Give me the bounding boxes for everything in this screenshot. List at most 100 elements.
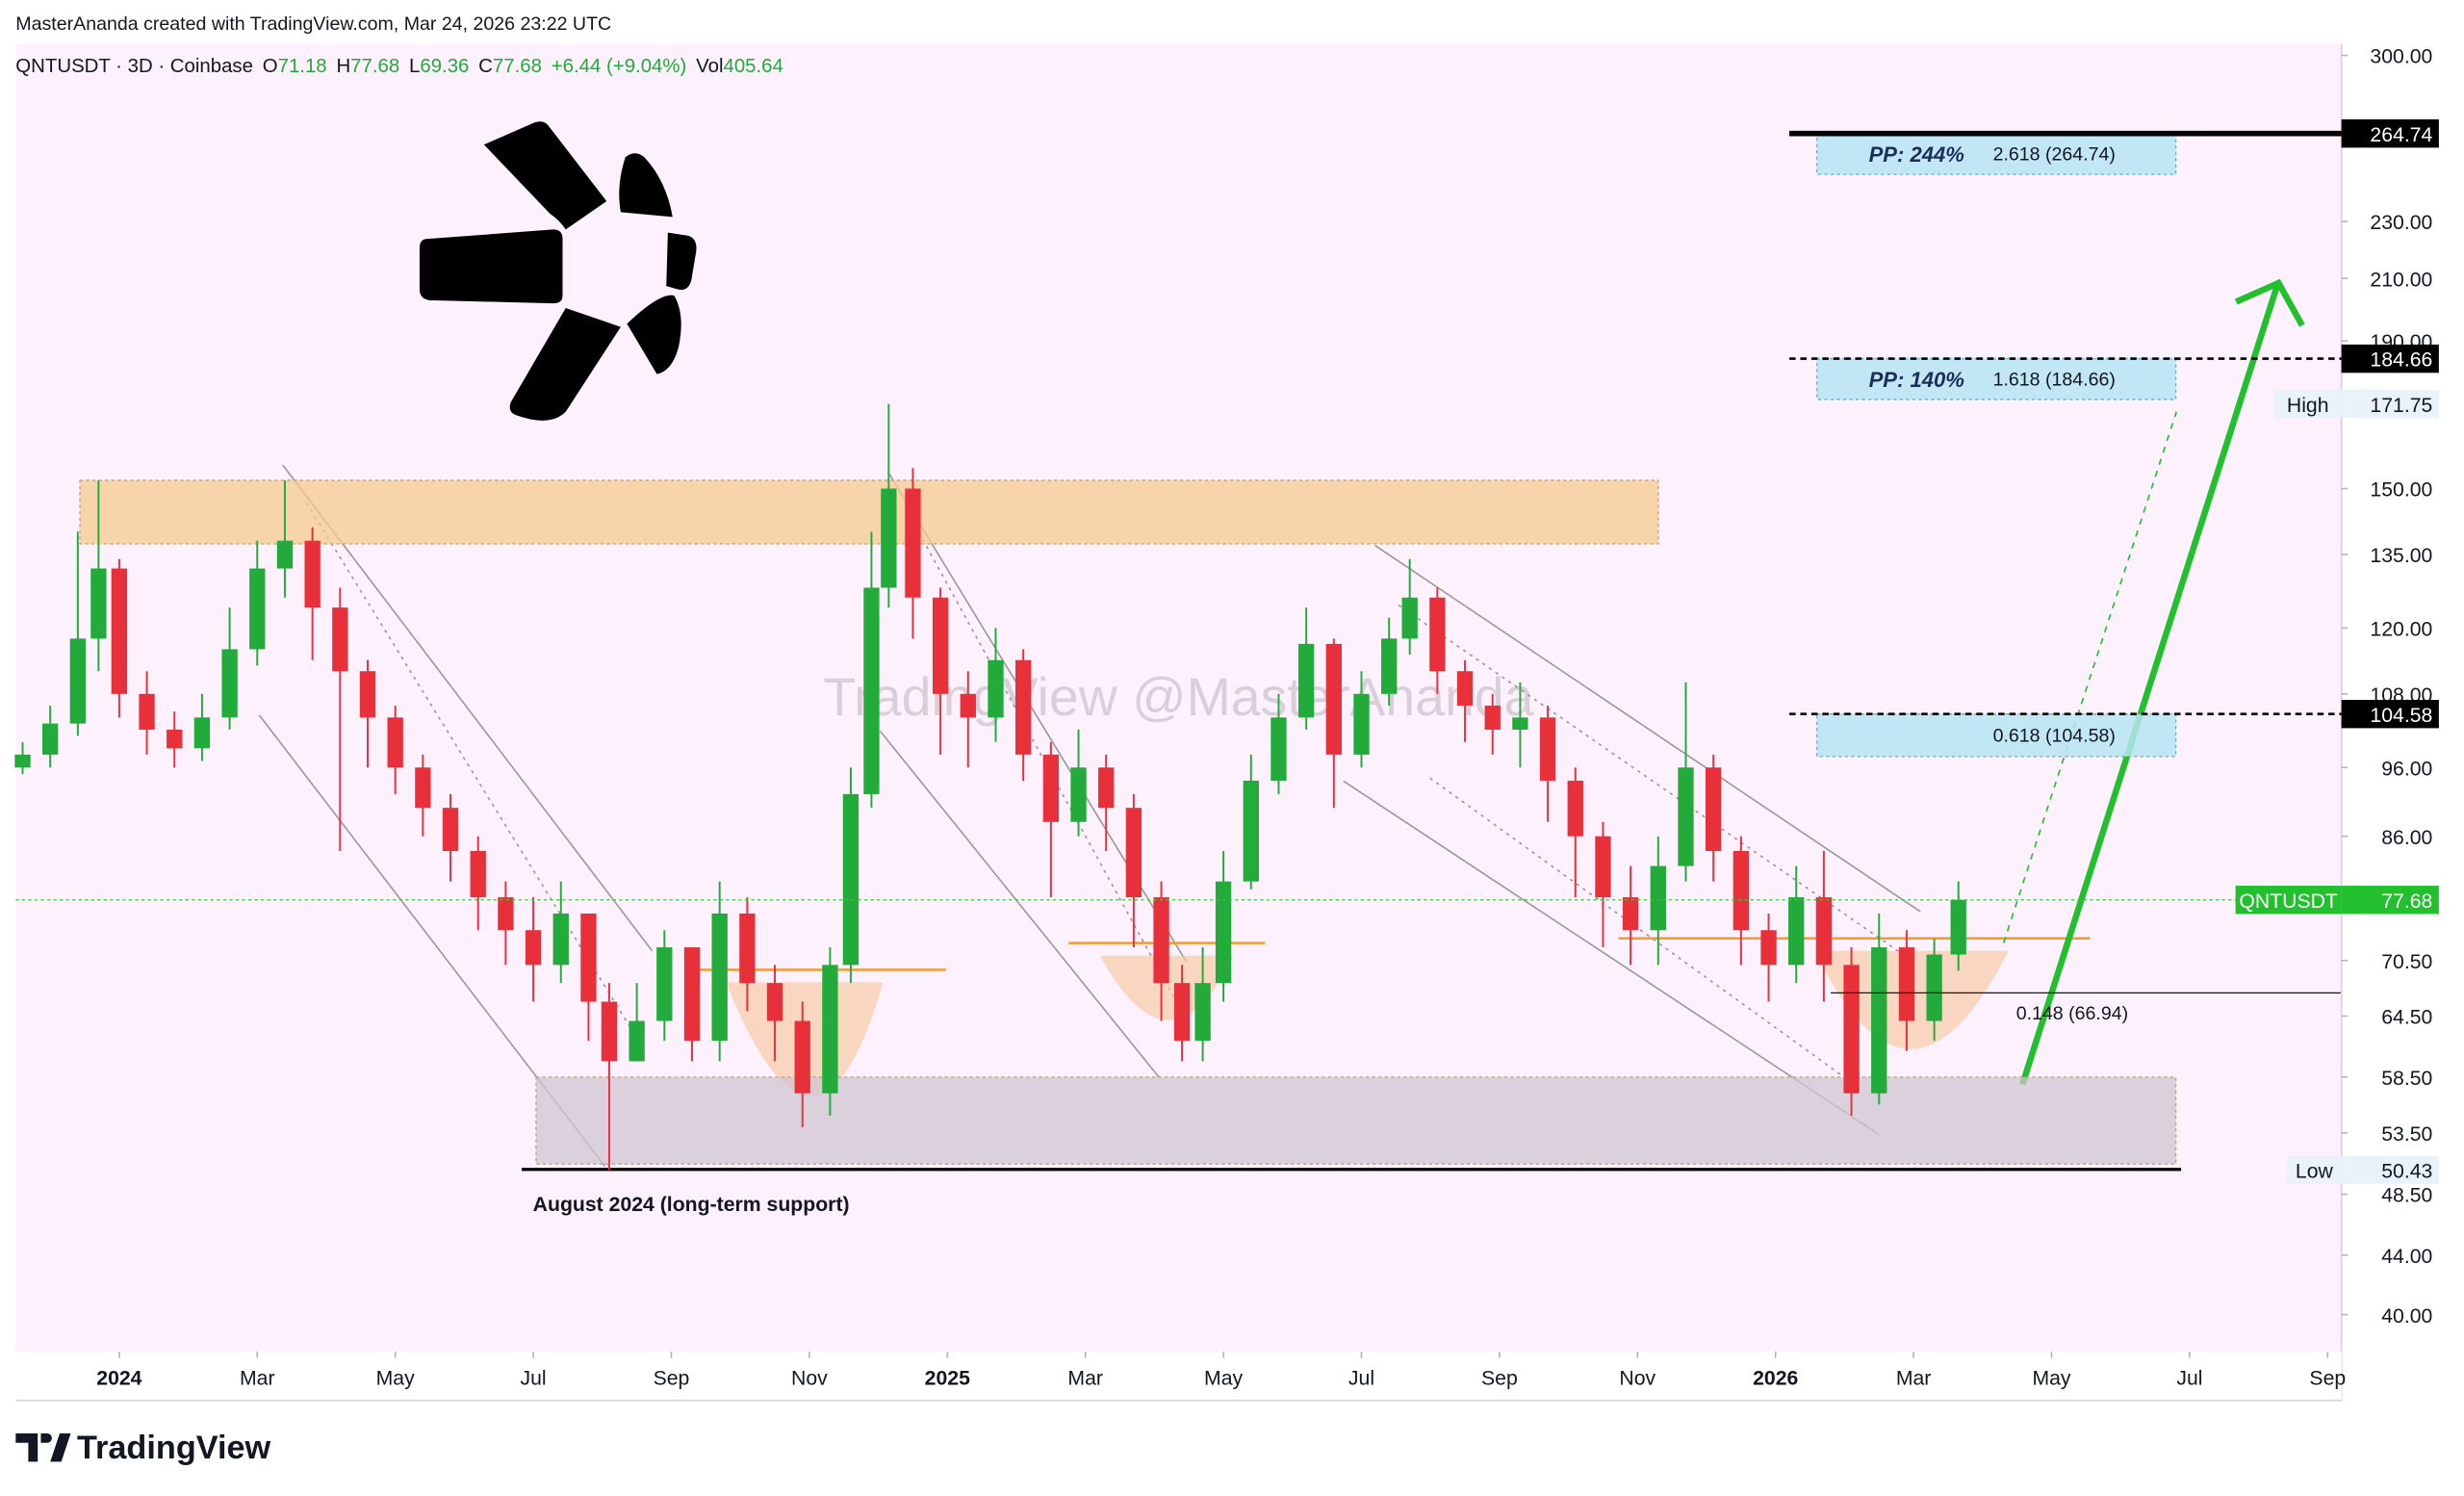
y-tick-label: 96.00 bbox=[2381, 758, 2432, 780]
y-tick-label: 53.50 bbox=[2381, 1123, 2432, 1146]
x-tick-label: Sep bbox=[1481, 1367, 1518, 1389]
price-tag: High bbox=[2287, 395, 2329, 417]
x-tick-label: 2025 bbox=[925, 1367, 970, 1389]
candle-body bbox=[359, 671, 376, 718]
candle-body bbox=[1484, 705, 1501, 730]
ohlc-value: 69.36 bbox=[420, 56, 469, 77]
candle-body bbox=[1650, 865, 1666, 931]
price-tag-box bbox=[2287, 1155, 2342, 1184]
y-tick-label: 135.00 bbox=[2370, 545, 2432, 567]
x-tick-label: Mar bbox=[240, 1367, 275, 1389]
candle-body bbox=[905, 488, 921, 598]
y-tick-label: 86.00 bbox=[2381, 827, 2432, 849]
candle-body bbox=[332, 607, 348, 672]
fib-line-label: 0.148 (66.94) bbox=[2016, 1003, 2128, 1024]
y-tick-label: 120.00 bbox=[2370, 619, 2432, 641]
x-tick-label: Sep bbox=[2309, 1367, 2346, 1389]
candle-body bbox=[1456, 671, 1474, 706]
watermark: TradingView @MasterAnanda bbox=[823, 667, 1533, 727]
candle-body bbox=[1014, 659, 1032, 755]
price-label-box bbox=[2341, 344, 2439, 374]
candle-body bbox=[822, 965, 838, 1094]
candle-body bbox=[304, 540, 321, 608]
candle-body bbox=[656, 947, 673, 1021]
marks bbox=[14, 133, 2177, 1171]
candle-body bbox=[711, 913, 728, 1042]
price-tag-box bbox=[2235, 886, 2342, 915]
brand: TradingView bbox=[15, 1430, 271, 1466]
price-label: 264.74 bbox=[2370, 124, 2432, 146]
brand-name: TradingView bbox=[77, 1430, 271, 1466]
axes: 300.00230.00210.00190.00150.00135.00120.… bbox=[15, 46, 2439, 1389]
candle-body bbox=[1429, 597, 1446, 672]
candle-body bbox=[1843, 965, 1860, 1094]
ohlc-value: 71.18 bbox=[278, 56, 327, 77]
candle-body bbox=[1381, 638, 1398, 694]
candle-body bbox=[881, 488, 897, 588]
candle-body bbox=[842, 793, 860, 966]
candle-body bbox=[111, 568, 128, 694]
volume-key: Vol bbox=[696, 56, 723, 77]
candle-body bbox=[1926, 954, 1942, 1021]
x-tick-label: May bbox=[376, 1367, 415, 1389]
candle-body bbox=[387, 717, 403, 768]
candle-body bbox=[1512, 717, 1528, 730]
candle-body bbox=[1788, 897, 1805, 966]
candle-body bbox=[1595, 836, 1611, 898]
candle-body bbox=[1815, 897, 1833, 966]
x-tick-label: 2026 bbox=[1753, 1367, 1798, 1389]
x-tick-label: Mar bbox=[1896, 1367, 1932, 1389]
candle-body bbox=[1567, 780, 1583, 837]
candle-body bbox=[1678, 767, 1694, 866]
x-tick-label: 2024 bbox=[96, 1367, 141, 1389]
candle-body bbox=[1325, 643, 1342, 755]
credit: MasterAnanda created with TradingView.co… bbox=[15, 13, 611, 35]
ohlc-key: H bbox=[336, 56, 350, 77]
annotations: August 2024 (long-term support) PP: 244% 2… bbox=[533, 142, 2342, 1216]
candle-body bbox=[1622, 897, 1639, 931]
time-axis bbox=[15, 1352, 2342, 1401]
symbol: QNTUSDT · 3D · Coinbase bbox=[15, 56, 253, 77]
x-tick-label: Nov bbox=[791, 1367, 828, 1389]
candle-body bbox=[193, 717, 211, 749]
candle-body bbox=[1194, 983, 1211, 1042]
price-label-box bbox=[2341, 886, 2439, 915]
candle-body bbox=[442, 808, 459, 851]
y-tick-label: 64.50 bbox=[2381, 1007, 2432, 1029]
y-tick-label: 44.00 bbox=[2381, 1246, 2432, 1268]
candle-body bbox=[167, 729, 183, 749]
candle-body bbox=[960, 693, 976, 718]
candle-body bbox=[1215, 881, 1232, 984]
price-tag: QNTUSDT bbox=[2239, 890, 2338, 913]
y-tick-label: 230.00 bbox=[2370, 212, 2432, 234]
symbol-legend: QNTUSDT · 3D · Coinbase O71.18 H77.68 L69.3… bbox=[15, 56, 783, 77]
candle-body bbox=[1401, 597, 1418, 639]
fib-box bbox=[1816, 133, 2177, 175]
ohlc-key: O bbox=[263, 56, 278, 77]
change: +6.44 (+9.04%) bbox=[552, 56, 687, 77]
y-tick-label: 48.50 bbox=[2381, 1185, 2432, 1207]
fib-label: 0.618 (104.58) bbox=[1993, 725, 2116, 746]
x-tick-label: Jul bbox=[521, 1367, 547, 1389]
candle-body bbox=[794, 1020, 810, 1094]
price-label-box bbox=[2341, 1155, 2439, 1184]
price-label: 171.75 bbox=[2370, 395, 2432, 417]
candle-body bbox=[221, 649, 238, 718]
y-tick-label: 70.50 bbox=[2381, 951, 2432, 973]
zone bbox=[79, 479, 1659, 545]
candle-body bbox=[42, 723, 59, 755]
y-tick-label: 300.00 bbox=[2370, 46, 2432, 68]
candle-body bbox=[1125, 808, 1142, 898]
y-tick-label: 58.50 bbox=[2381, 1068, 2432, 1090]
fib-label: 1.618 (184.66) bbox=[1993, 369, 2116, 390]
x-tick-label: Jul bbox=[2176, 1367, 2202, 1389]
ohlc-key: L bbox=[409, 56, 420, 77]
volume-value: 405.64 bbox=[723, 56, 783, 77]
x-tick-label: May bbox=[2032, 1367, 2070, 1389]
ohlc-value: 77.68 bbox=[350, 56, 399, 77]
zone bbox=[535, 1076, 2177, 1165]
candle-body bbox=[601, 1001, 618, 1062]
candle-body bbox=[1732, 850, 1750, 931]
candle-body bbox=[1243, 780, 1259, 882]
